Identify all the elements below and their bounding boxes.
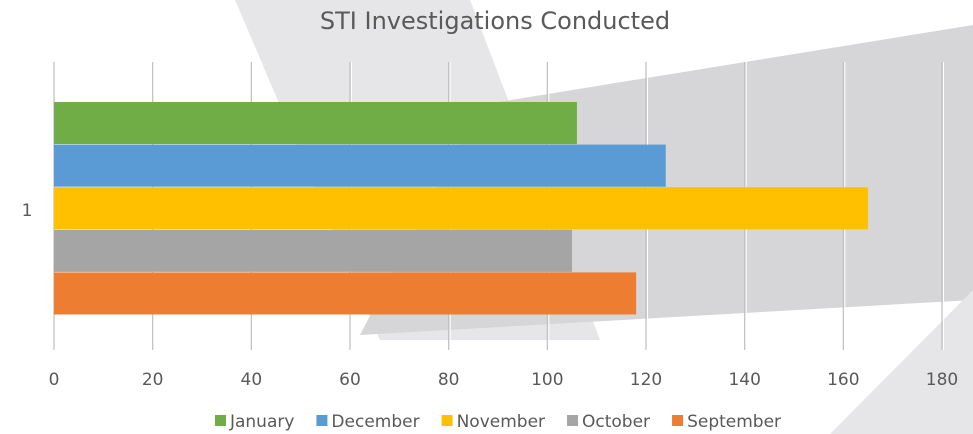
bg-shape <box>830 290 973 434</box>
x-tick-label: 0 <box>49 370 60 390</box>
legend-label: September <box>687 412 781 432</box>
legend-label: December <box>331 412 419 432</box>
chart-title: STI Investigations Conducted <box>320 7 670 35</box>
legend-swatch <box>214 415 226 426</box>
legend-item: September <box>672 412 781 432</box>
bar <box>54 102 577 145</box>
legend: January December November October September <box>214 412 781 432</box>
x-tick-label: 100 <box>531 370 563 390</box>
y-tick-label: 1 <box>22 201 33 221</box>
x-tick-label: 40 <box>241 370 263 390</box>
labels: 0 20 40 60 80 100 120 140 160 180 1 <box>22 201 959 390</box>
legend-swatch <box>672 415 684 426</box>
x-tick-label: 60 <box>339 370 361 390</box>
bar <box>54 144 666 187</box>
bar <box>54 229 572 272</box>
legend-label: October <box>582 412 650 432</box>
bars <box>54 102 868 315</box>
legend-swatch <box>316 415 328 426</box>
legend-item: January <box>214 412 294 432</box>
bar <box>54 272 637 315</box>
x-tick-label: 80 <box>438 370 460 390</box>
bar <box>54 187 868 230</box>
x-tick-label: 20 <box>142 370 164 390</box>
legend-swatch <box>567 415 579 426</box>
legend-item: November <box>441 412 545 432</box>
legend-item: October <box>567 412 650 432</box>
legend-item: December <box>316 412 420 432</box>
x-tick-label: 120 <box>630 370 662 390</box>
x-tick-label: 160 <box>827 370 859 390</box>
legend-label: January <box>229 412 294 432</box>
x-tick-label: 180 <box>926 370 958 390</box>
x-tick-label: 140 <box>728 370 760 390</box>
legend-label: November <box>457 412 545 432</box>
legend-swatch <box>441 415 453 426</box>
